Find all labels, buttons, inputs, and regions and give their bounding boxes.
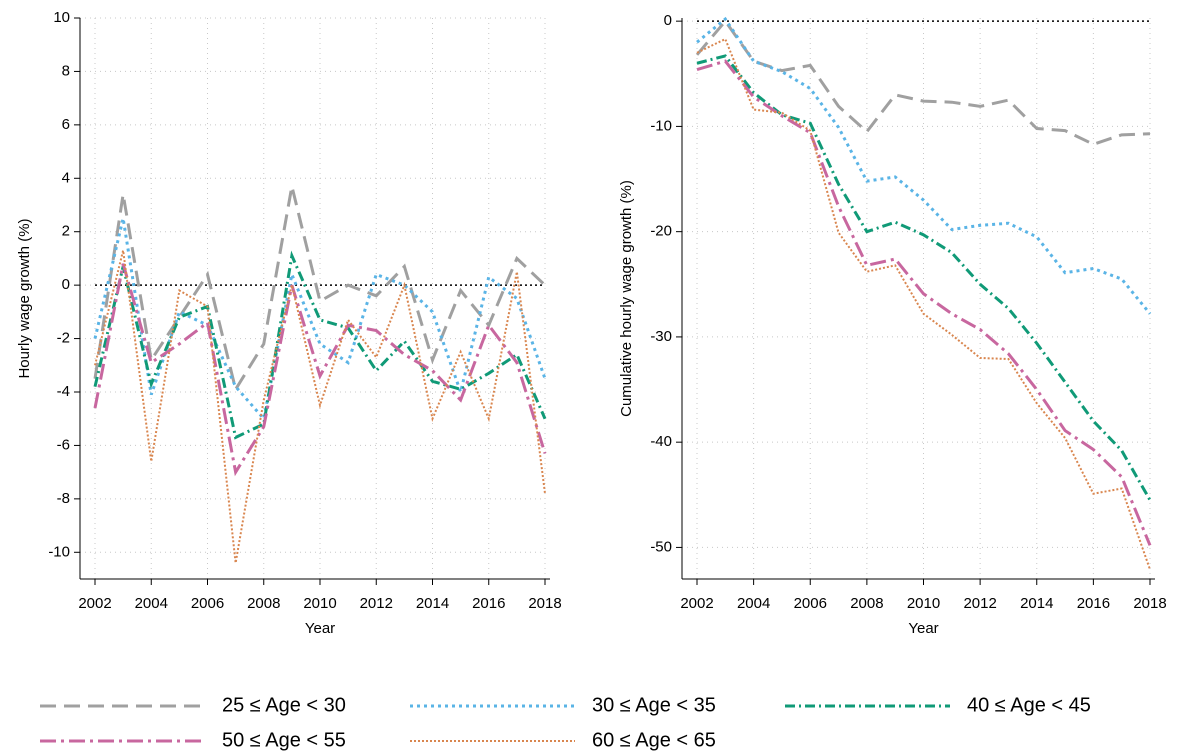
- legend-label: 25 ≤ Age < 30: [222, 694, 346, 716]
- y-axis-title: Hourly wage growth (%): [16, 218, 33, 378]
- series-line: [94, 250, 546, 564]
- legend-label: 50 ≤ Age < 55: [222, 729, 346, 751]
- series-line: [93, 218, 547, 423]
- y-tick-label: -10: [650, 117, 672, 134]
- series-line: [93, 185, 547, 394]
- y-tick-label: 10: [53, 9, 70, 26]
- series-line: [696, 59, 1152, 546]
- y-tick-label: -10: [48, 543, 70, 560]
- series-line: [93, 250, 547, 440]
- y-tick-label: 4: [62, 169, 70, 186]
- x-tick-label: 2006: [191, 595, 224, 612]
- x-tick-label: 2016: [1077, 595, 1110, 612]
- x-tick-label: 2004: [737, 595, 770, 612]
- x-tick-label: 2016: [472, 595, 505, 612]
- x-tick-label: 2012: [963, 595, 996, 612]
- legend-label: 60 ≤ Age < 65: [592, 729, 716, 751]
- x-tick-label: 2008: [247, 595, 280, 612]
- y-tick-label: -2: [57, 330, 70, 347]
- legend-label: 30 ≤ Age < 35: [592, 694, 716, 716]
- y-tick-label: 6: [62, 116, 70, 133]
- x-axis-title: Year: [908, 620, 938, 637]
- x-tick-label: 2004: [135, 595, 168, 612]
- x-axis-title: Year: [305, 620, 335, 637]
- x-tick-label: 2010: [907, 595, 940, 612]
- x-tick-label: 2014: [416, 595, 449, 612]
- y-tick-label: -6: [57, 436, 70, 453]
- y-tick-label: -8: [57, 490, 70, 507]
- series-line: [696, 37, 1151, 570]
- x-tick-label: 2002: [680, 595, 713, 612]
- series-line: [696, 54, 1152, 501]
- y-tick-label: -40: [650, 433, 672, 450]
- y-tick-label: 8: [62, 62, 70, 79]
- x-tick-label: 2018: [528, 595, 561, 612]
- series-line: [696, 16, 1152, 315]
- x-tick-label: 2006: [794, 595, 827, 612]
- y-tick-label: 0: [62, 276, 70, 293]
- x-tick-label: 2018: [1133, 595, 1166, 612]
- series-line: [695, 18, 1151, 146]
- y-tick-label: -20: [650, 223, 672, 240]
- legend-label: 40 ≤ Age < 45: [967, 694, 1091, 716]
- x-tick-label: 2008: [850, 595, 883, 612]
- y-tick-label: 0: [664, 12, 672, 29]
- y-tick-label: -4: [57, 383, 70, 400]
- x-tick-label: 2012: [360, 595, 393, 612]
- x-tick-label: 2014: [1020, 595, 1053, 612]
- y-tick-label: -30: [650, 328, 672, 345]
- y-tick-label: -50: [650, 538, 672, 555]
- y-tick-label: 2: [62, 223, 70, 240]
- x-tick-label: 2002: [78, 595, 111, 612]
- y-axis-title: Cumulative hourly wage growth (%): [618, 180, 635, 417]
- x-tick-label: 2010: [303, 595, 336, 612]
